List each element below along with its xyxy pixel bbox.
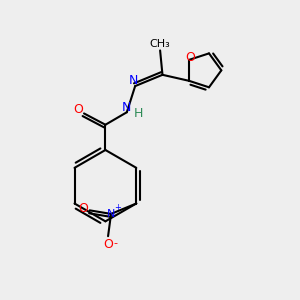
Text: O: O [74,103,84,116]
Text: H: H [134,107,143,120]
Text: CH₃: CH₃ [150,39,170,49]
Text: -: - [113,238,118,248]
Text: N: N [129,74,138,87]
Text: +: + [114,203,121,212]
Text: N: N [107,209,115,219]
Text: O: O [78,202,88,215]
Text: O: O [103,238,113,251]
Text: N: N [122,101,131,114]
Text: O: O [186,51,196,64]
